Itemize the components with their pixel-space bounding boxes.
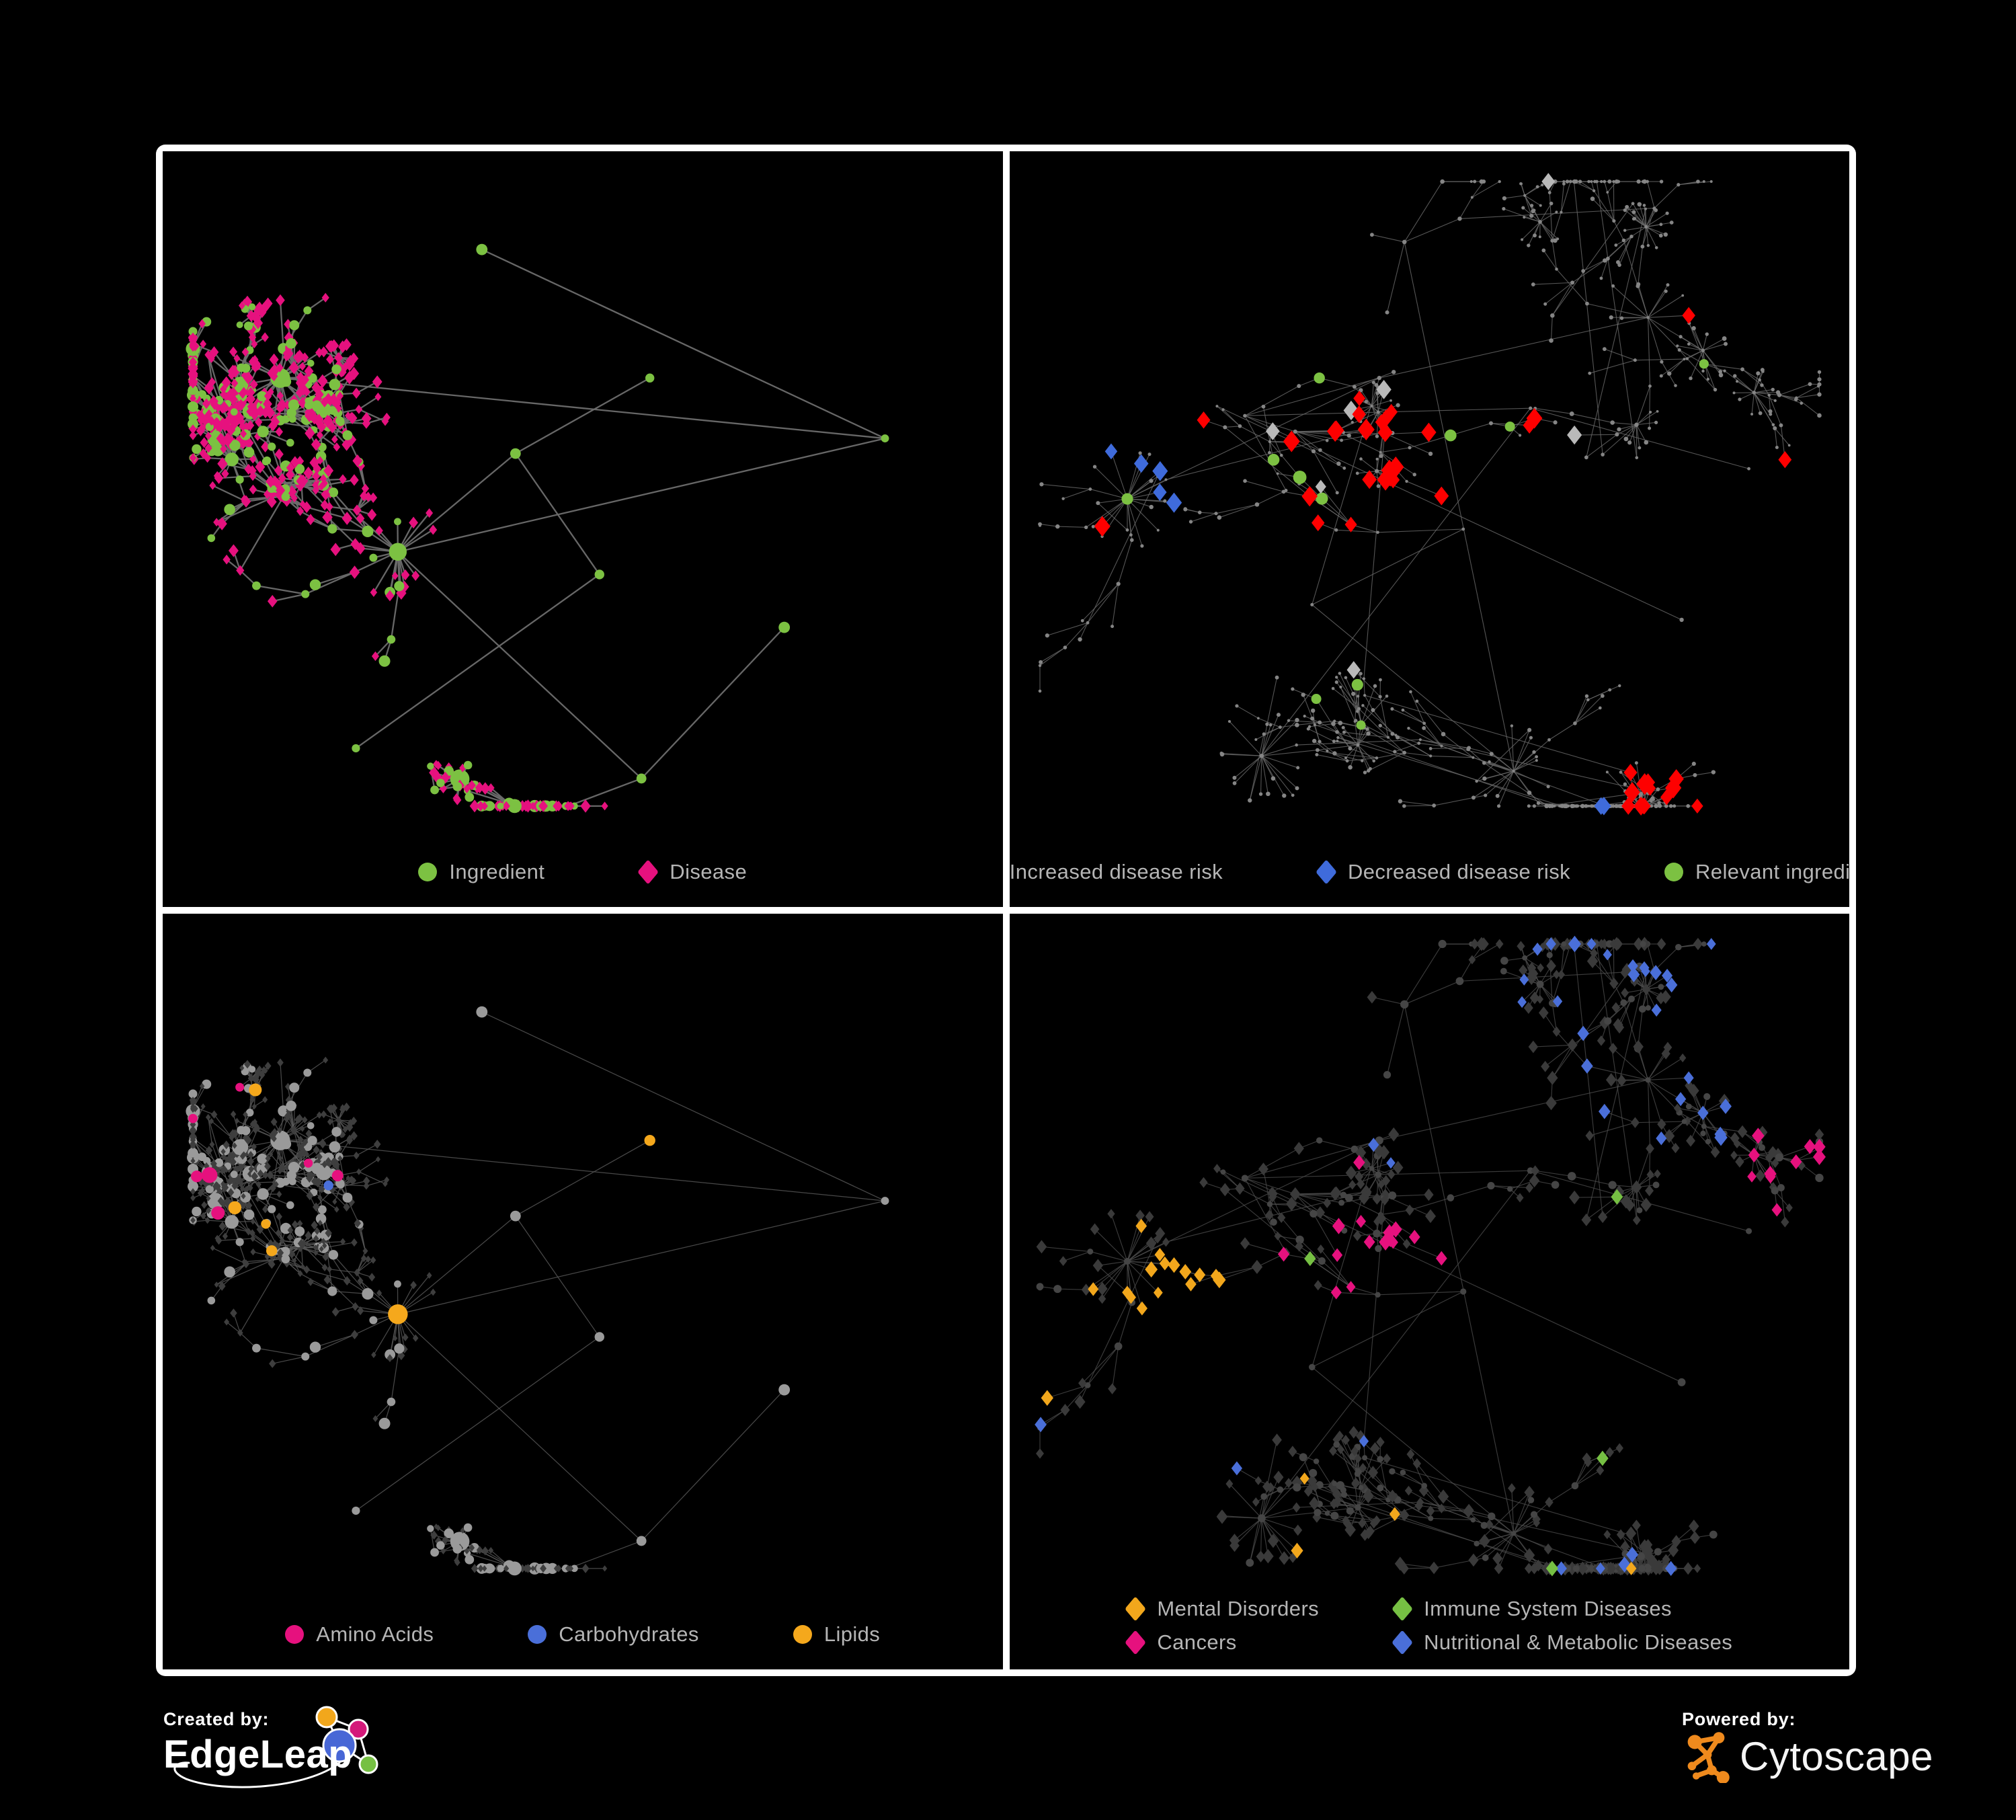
- ingredient-disease-network-canvas: [186, 243, 889, 814]
- legend-label: Carbohydrates: [559, 1622, 699, 1646]
- edgeleap-node-green: [358, 1754, 378, 1774]
- legend-label: Mental Disorders: [1157, 1597, 1320, 1620]
- legend-label: Decreased disease risk: [1348, 860, 1571, 883]
- legend-item: Immune System Diseases: [1392, 1596, 1732, 1622]
- cytoscape-wordmark: Cytoscape: [1740, 1733, 1933, 1779]
- legend-label: Immune System Diseases: [1424, 1597, 1672, 1620]
- edgeleap-graph: [315, 1706, 378, 1774]
- panel-nutrient-classes: Amino Acids Carbohydrates Lipids: [163, 914, 1003, 1669]
- legend-item: Lipids: [793, 1622, 880, 1647]
- panel-disease-classes: Mental Disorders Immune System Diseases Ca…: [1009, 914, 1849, 1669]
- legend-label: Nutritional & Metabolic Diseases: [1424, 1630, 1733, 1654]
- legend-circle-swatch: [528, 1625, 547, 1644]
- legend-item: Increased disease risk: [1010, 860, 1223, 884]
- legend-diamond-swatch: [637, 859, 659, 885]
- disease-risk-network-canvas: [1037, 173, 1822, 816]
- edgeleap-wordmark: EdgeLeap: [163, 1733, 353, 1776]
- legend-item: Amino Acids: [285, 1622, 434, 1647]
- legend-diamond-swatch: [1316, 859, 1337, 885]
- edgeleap-logo-icon: [173, 1706, 378, 1788]
- cytoscape-logo-icon: [1687, 1732, 1730, 1783]
- legend-label: Amino Acids: [316, 1622, 434, 1646]
- legend-label: Ingredient: [449, 860, 545, 883]
- edgeleap-node-pink: [348, 1718, 369, 1740]
- edgeleap-node-orange: [315, 1706, 338, 1729]
- powered-by-label: Powered by:: [1682, 1709, 1796, 1729]
- legend-circle-swatch: [418, 863, 438, 881]
- legend-diamond-swatch: [1392, 1596, 1413, 1622]
- legend-diamond-swatch: [1125, 1630, 1147, 1655]
- legend-label: Cancers: [1157, 1630, 1237, 1654]
- legend-label: Increased disease risk: [1009, 860, 1223, 883]
- panels-grid: Ingredient Disease Increased disease risk…: [156, 145, 1856, 1676]
- legend-label: Disease: [670, 860, 748, 883]
- powered-by-block: Powered by: Cytoscape: [1682, 1709, 1964, 1810]
- legend-circle-swatch: [285, 1625, 305, 1644]
- edgeleap-swoosh: [173, 1762, 341, 1788]
- legend-diamond-swatch: [1392, 1630, 1413, 1655]
- edgeleap-node-blue: [322, 1728, 357, 1763]
- legend-item: Disease: [637, 859, 748, 885]
- created-by-block: Created by: EdgeLeap: [163, 1706, 392, 1810]
- legend-circle-swatch: [793, 1625, 812, 1644]
- legend-item: Carbohydrates: [528, 1622, 699, 1647]
- panel-disease-risk: Increased disease risk Decreased disease …: [1009, 151, 1849, 907]
- nutrient-class-network-canvas: [186, 1006, 889, 1576]
- legend-item: Nutritional & Metabolic Diseases: [1392, 1630, 1733, 1655]
- legend-nutrient-classes: Amino Acids Carbohydrates Lipids: [163, 1622, 1003, 1647]
- created-by-label: Created by:: [163, 1709, 270, 1729]
- legend-item: Ingredient: [418, 860, 545, 884]
- legend-disease-classes: Mental Disorders Immune System Diseases Ca…: [1125, 1596, 1733, 1655]
- legend-item: Mental Disorders: [1125, 1596, 1320, 1622]
- legend-item: Relevant ingredient: [1664, 860, 1849, 884]
- panel-ingredient-disease: Ingredient Disease: [163, 151, 1003, 907]
- legend-item: Cancers: [1125, 1630, 1319, 1655]
- legend-label: Relevant ingredient: [1695, 860, 1849, 883]
- legend-diamond-swatch: [1125, 1596, 1147, 1622]
- legend-item: Decreased disease risk: [1316, 859, 1571, 885]
- legend-label: Lipids: [823, 1622, 881, 1646]
- disease-class-network-canvas: [1034, 935, 1826, 1577]
- legend-ingredient-disease: Ingredient Disease: [163, 859, 1003, 885]
- legend-disease-risk: Increased disease risk Decreased disease …: [1010, 859, 1849, 885]
- legend-circle-swatch: [1664, 863, 1684, 881]
